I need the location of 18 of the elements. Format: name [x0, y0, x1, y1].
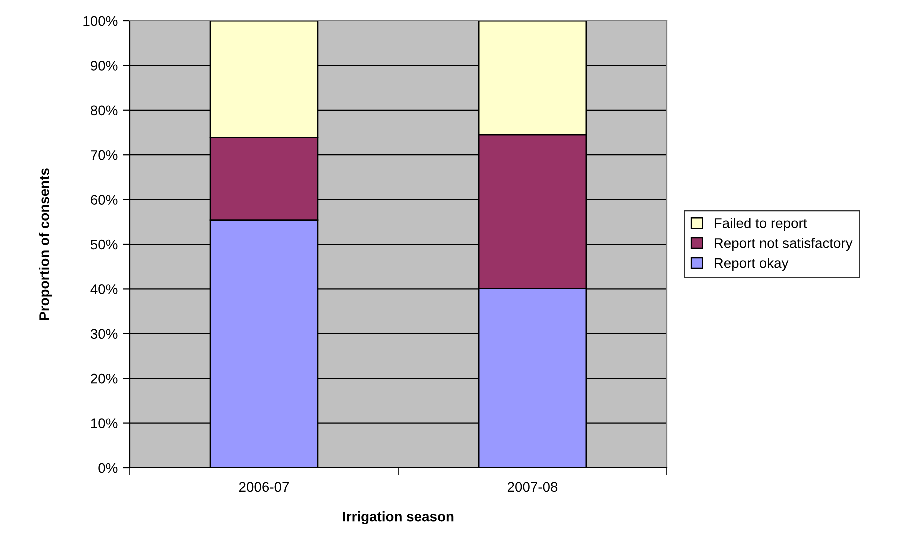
y-tick-label: 40% — [90, 284, 118, 294]
x-tick-label: 2006-07 — [239, 482, 290, 492]
y-tick-label: 10% — [91, 418, 118, 428]
x-tick-label: 2007-08 — [508, 482, 558, 492]
y-tick-label: 30% — [90, 329, 118, 340]
legend-label: Failed to report — [714, 218, 808, 232]
y-tick-label: 90% — [91, 61, 118, 71]
y-tick-label: 20% — [91, 374, 118, 384]
y-tick-label: 50% — [90, 240, 118, 250]
y-tick-label: 60% — [91, 195, 118, 205]
y-axis-title: Proportion of consents — [39, 168, 52, 320]
y-tick-label: 100% — [84, 16, 118, 26]
legend-label: Report okay — [714, 258, 789, 271]
y-tick-label: 80% — [91, 106, 118, 116]
y-tick-label: 0% — [98, 463, 118, 474]
legend-label: Report not satisfactory — [714, 238, 853, 252]
x-axis-title: Irrigation season — [343, 512, 454, 525]
y-tick-label: 70% — [91, 150, 118, 160]
